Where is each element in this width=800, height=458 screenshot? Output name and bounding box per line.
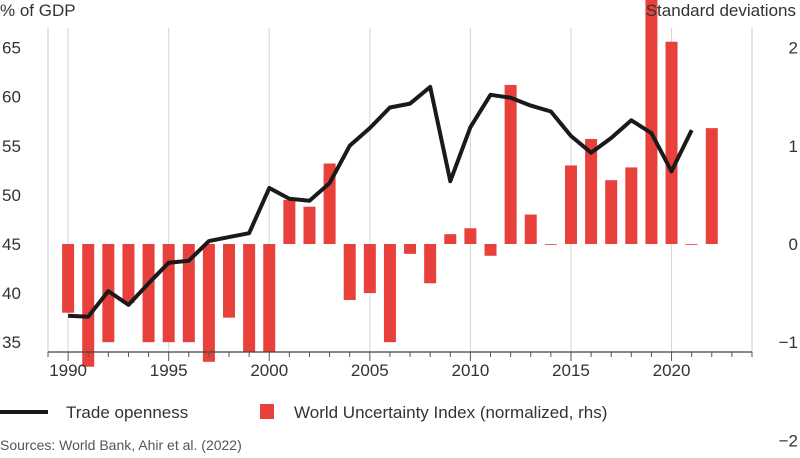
y-left-tick-label: 60 <box>2 88 21 107</box>
bar-2022 <box>705 128 718 244</box>
y-left-tick-label: 50 <box>2 186 21 205</box>
y-left-tick-label: 35 <box>2 333 21 352</box>
axes: 1990 1995 2000 2005 2010 2015 2020 35 40 45 50 55 60… <box>2 39 798 451</box>
y-left-tick-label: 55 <box>2 137 21 156</box>
bar-2000 <box>263 244 276 352</box>
bar-2015 <box>564 165 577 244</box>
y-right-tick-label: 1 <box>789 137 798 156</box>
bar-2020 <box>665 41 678 244</box>
bar-2007 <box>404 244 417 254</box>
trade-openness-line <box>68 84 694 319</box>
bar-1993 <box>122 244 135 303</box>
bar-1991 <box>82 244 95 367</box>
bar-2009 <box>444 234 457 244</box>
source-note: Sources: World Bank, Ahir et al. (2022) <box>0 437 242 453</box>
bar-2021 <box>685 244 698 245</box>
x-tick-label: 2010 <box>451 361 489 380</box>
trade-openness-line-group <box>68 84 694 319</box>
x-tick-label: 2020 <box>653 361 691 380</box>
legend: Trade openness World Uncertainty Index (… <box>0 403 607 422</box>
bar-1998 <box>223 244 236 318</box>
legend-bar-swatch <box>260 404 274 419</box>
bar-2008 <box>424 244 437 284</box>
bar-2005 <box>363 244 376 294</box>
x-tick-label: 2015 <box>552 361 590 380</box>
y-left-tick-label: 65 <box>2 39 21 58</box>
bar-1990 <box>62 244 75 313</box>
bar-1995 <box>162 244 175 343</box>
bar-2017 <box>605 180 618 244</box>
bar-2012 <box>504 84 517 244</box>
y-right-axis-title: Standard deviations <box>646 1 796 20</box>
bar-2016 <box>585 138 598 244</box>
x-tick-label: 1990 <box>49 361 87 380</box>
uncertainty-bars <box>62 0 718 367</box>
bar-2011 <box>484 244 497 256</box>
bar-1997 <box>202 244 215 362</box>
bar-2004 <box>343 244 356 300</box>
bar-1999 <box>243 244 256 352</box>
x-tick-label: 2000 <box>250 361 288 380</box>
bar-2018 <box>625 167 638 244</box>
legend-label-trade-openness: Trade openness <box>66 403 188 422</box>
y-right-tick-label: 2 <box>789 39 798 58</box>
y-left-tick-label: 40 <box>2 284 21 303</box>
y-right-tick-label: −1 <box>779 333 798 352</box>
bar-2013 <box>524 214 537 244</box>
bar-2010 <box>464 228 477 244</box>
bar-2014 <box>544 244 557 245</box>
bar-2001 <box>283 199 296 244</box>
bar-2006 <box>383 244 396 343</box>
bar-2019 <box>645 0 658 244</box>
bar-2002 <box>303 206 316 244</box>
bar-1994 <box>142 244 155 343</box>
x-tick-label: 1995 <box>150 361 188 380</box>
x-tick-label: 2005 <box>351 361 389 380</box>
legend-label-uncertainty-index: World Uncertainty Index (normalized, rhs… <box>294 403 607 422</box>
y-right-tick-label: 0 <box>789 235 798 254</box>
y-right-tick-label: −2 <box>779 431 798 450</box>
y-left-axis-title: % of GDP <box>0 1 76 20</box>
y-left-tick-label: 45 <box>2 235 21 254</box>
bar-1996 <box>182 244 195 343</box>
